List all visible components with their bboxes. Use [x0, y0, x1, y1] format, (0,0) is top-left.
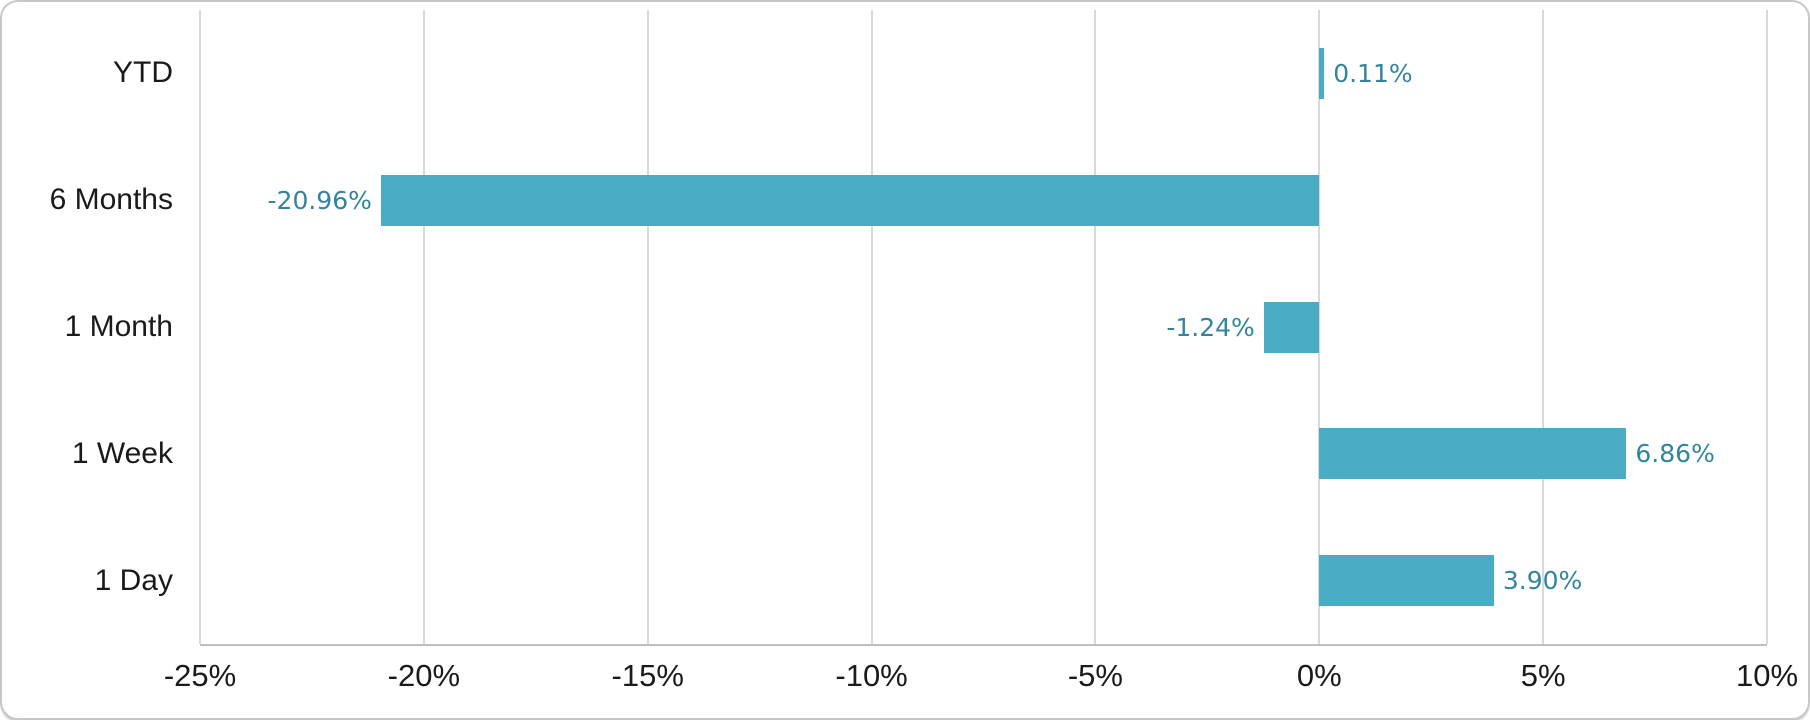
category-label: 1 Day: [94, 563, 173, 597]
bar: [1319, 428, 1627, 480]
bar: [380, 174, 1320, 226]
x-tick-label: -5%: [1067, 658, 1123, 693]
x-tick-label: 0%: [1296, 658, 1342, 693]
bar-value-label: 0.11%: [1333, 58, 1413, 88]
gridline: [870, 10, 873, 644]
x-tick-label: -20%: [387, 658, 461, 693]
gridline: [1094, 10, 1097, 644]
gridline: [199, 10, 201, 644]
bar-value-label: -1.24%: [1166, 312, 1255, 342]
gridline: [1542, 10, 1545, 644]
bar-value-label: 6.86%: [1635, 439, 1715, 469]
bar-value-label: -20.96%: [267, 185, 372, 215]
gridline: [422, 10, 425, 644]
x-tick-label: 5%: [1520, 658, 1566, 693]
x-axis-line: [200, 644, 1767, 646]
category-label: 1 Week: [71, 436, 173, 470]
bar: [1319, 555, 1494, 607]
x-tick-label: -10%: [835, 658, 908, 693]
bar: [1319, 47, 1325, 99]
category-label: 6 Months: [49, 183, 173, 217]
category-label: YTD: [113, 56, 173, 90]
gridline: [1318, 10, 1321, 644]
gridline: [646, 10, 649, 644]
x-tick-label: -25%: [163, 658, 237, 693]
x-tick-label: -15%: [611, 658, 684, 693]
x-tick-label: 10%: [1735, 658, 1799, 693]
category-label: 1 Month: [64, 310, 173, 343]
bar: [1263, 301, 1320, 353]
plot-area: 0.11% -20.96% -1.24% 6.86% 3.90%: [199, 10, 1768, 646]
bar-value-label: 3.90%: [1502, 566, 1583, 596]
gridline: [1766, 10, 1768, 644]
